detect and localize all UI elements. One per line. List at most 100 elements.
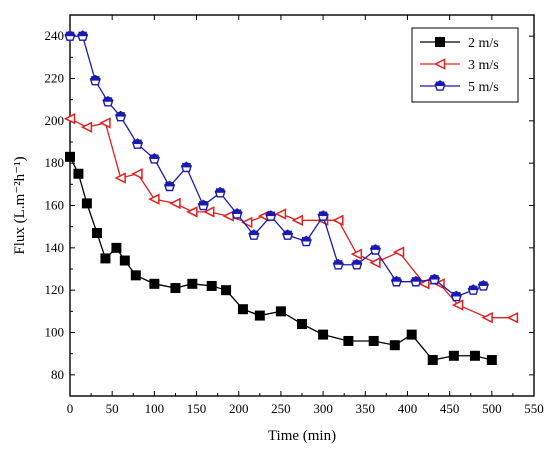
data-point (428, 273, 441, 285)
data-point (477, 280, 489, 291)
data-point (102, 95, 114, 107)
y-tick-label: 120 (45, 282, 65, 297)
data-point (467, 284, 479, 295)
data-point (248, 229, 260, 240)
data-point (100, 253, 111, 264)
data-point (197, 199, 209, 211)
x-tick-label: 300 (313, 401, 333, 416)
marker-fill (165, 181, 174, 187)
y-tick-label: 100 (45, 325, 65, 340)
marker-fill (249, 230, 259, 236)
legend-marker (434, 80, 446, 91)
marker-fill (302, 236, 311, 242)
x-tick-label: 100 (145, 401, 165, 416)
data-point (89, 74, 101, 86)
data-point (187, 278, 198, 289)
data-point (390, 275, 403, 287)
y-tick-label: 220 (45, 71, 65, 86)
data-point (131, 168, 143, 180)
data-point (448, 350, 459, 361)
data-point (169, 197, 181, 210)
data-point (282, 229, 294, 240)
data-point (149, 278, 160, 289)
data-point (114, 172, 126, 184)
data-point (99, 117, 111, 129)
data-point (73, 168, 84, 179)
marker-fill (150, 154, 159, 159)
data-point (65, 151, 75, 162)
data-point (332, 214, 344, 227)
series-3 (64, 30, 489, 302)
marker-fill (103, 97, 113, 102)
y-tick-label: 140 (45, 240, 65, 255)
y-axis-title: Flux (L.m⁻²h⁻¹) (12, 156, 28, 254)
axes: 0 50 100 150 200 250 300 350 400 450 500 550 80 100 12… (45, 14, 544, 416)
marker-fill (435, 81, 445, 86)
data-point (130, 270, 141, 281)
x-tick-label: 0 (67, 401, 74, 416)
y-tick-label: 160 (45, 198, 65, 213)
marker-fill (232, 209, 242, 214)
series-1 (65, 151, 497, 366)
data-point (332, 258, 344, 270)
data-point (148, 193, 160, 205)
x-tick-label: 150 (187, 401, 207, 416)
data-point (231, 208, 243, 219)
data-point (297, 319, 307, 330)
marker-fill (430, 275, 439, 280)
marker-fill (182, 162, 191, 168)
legend-marker (433, 58, 446, 70)
data-point (265, 210, 277, 221)
data-point (64, 30, 76, 41)
data-point (410, 275, 422, 287)
marker-fill (65, 31, 75, 37)
marker-fill (133, 139, 142, 145)
legend-label: 2 m/s (468, 36, 499, 51)
marker-fill (215, 188, 225, 193)
y-tick-label: 240 (45, 28, 65, 43)
data-point (343, 335, 354, 346)
data-point (221, 285, 232, 296)
y-tick-label: 200 (45, 113, 65, 128)
data-point (451, 299, 464, 311)
y-tick-label: 180 (45, 155, 65, 170)
data-point (91, 228, 102, 239)
data-point (170, 283, 181, 294)
marker-fill (371, 245, 380, 250)
data-point (351, 258, 363, 270)
data-point (214, 186, 226, 198)
data-point (369, 256, 381, 269)
data-point (237, 304, 248, 315)
marker-fill (91, 76, 100, 81)
data-point (80, 121, 93, 133)
data-point (427, 355, 438, 366)
marker-fill (411, 277, 421, 282)
data-point (275, 306, 286, 317)
data-point (469, 350, 480, 361)
x-tick-label: 550 (524, 401, 544, 416)
data-point (369, 244, 381, 255)
data-point (131, 138, 144, 149)
y-tick-label: 80 (51, 367, 64, 382)
data-point (148, 153, 160, 164)
marker-fill (452, 292, 461, 297)
legend-label: 3 m/s (468, 58, 499, 73)
marker-fill (334, 260, 343, 265)
data-point (506, 311, 519, 324)
x-tick-label: 450 (440, 401, 460, 416)
data-point (450, 290, 462, 302)
series-line (69, 156, 492, 361)
data-point (180, 161, 193, 173)
marker-fill (266, 211, 275, 217)
series-layer (63, 30, 519, 366)
x-axis-title: Time (min) (268, 428, 336, 444)
x-tick-label: 50 (106, 401, 119, 416)
x-tick-label: 400 (398, 401, 418, 416)
marker-fill (78, 31, 87, 37)
data-point (111, 242, 122, 253)
data-point (163, 180, 176, 192)
data-point (115, 110, 127, 122)
data-point (486, 355, 497, 366)
